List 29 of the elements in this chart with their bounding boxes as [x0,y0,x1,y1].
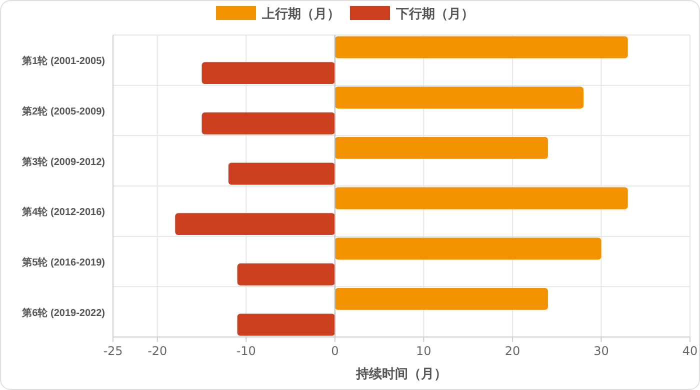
bar [237,314,335,336]
bar [334,238,602,260]
bar [334,86,584,109]
legend-label: 上行期（月） [261,7,340,22]
y-tick-label: 第1轮 (2001-2005) [21,55,105,68]
bar [202,112,335,134]
x-tick-label: -10 [236,344,256,358]
x-axis-title: 持续时间（月） [355,367,447,382]
x-tick-label: 40 [682,344,698,358]
y-tick-label: 第2轮 (2005-2009) [21,106,105,118]
x-tick-label: -20 [148,344,168,358]
bar [237,263,335,286]
bar [228,162,335,185]
x-tick-label: 0 [331,344,339,358]
bar [334,136,548,159]
x-tick-label: 20 [504,344,520,358]
bar [175,213,335,236]
y-tick-label: 第5轮 (2016-2019) [21,256,105,268]
bar [202,62,335,84]
bar [334,36,628,58]
x-tick-label: -25 [103,344,123,358]
bar [334,288,548,310]
y-tick-label: 第4轮 (2012-2016) [21,206,105,218]
x-tick-label: 10 [416,344,432,358]
bar [334,187,628,210]
x-tick-label: 30 [594,344,609,358]
legend-label: 下行期（月） [395,7,474,22]
y-tick-label: 第6轮 (2019-2022) [21,306,105,319]
y-tick-label: 第3轮 (2009-2012) [21,156,105,168]
